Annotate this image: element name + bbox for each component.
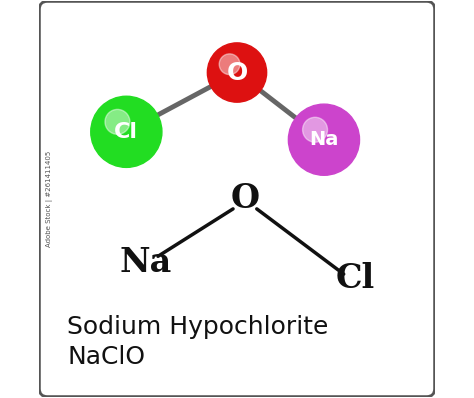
Text: Na: Na (120, 246, 172, 279)
Text: NaClO: NaClO (67, 345, 145, 369)
Circle shape (302, 117, 328, 142)
Text: Sodium Hypochlorite: Sodium Hypochlorite (67, 316, 328, 339)
Text: Cl: Cl (336, 261, 375, 295)
Text: O: O (227, 60, 247, 84)
FancyBboxPatch shape (39, 1, 435, 397)
Circle shape (207, 43, 267, 102)
Circle shape (91, 96, 162, 168)
Text: Na: Na (309, 130, 338, 149)
Text: Cl: Cl (114, 122, 138, 142)
Text: O: O (230, 183, 259, 215)
Circle shape (105, 109, 130, 134)
Circle shape (219, 54, 240, 74)
Text: Adobe Stock | #261411405: Adobe Stock | #261411405 (46, 151, 53, 247)
Circle shape (288, 104, 359, 175)
